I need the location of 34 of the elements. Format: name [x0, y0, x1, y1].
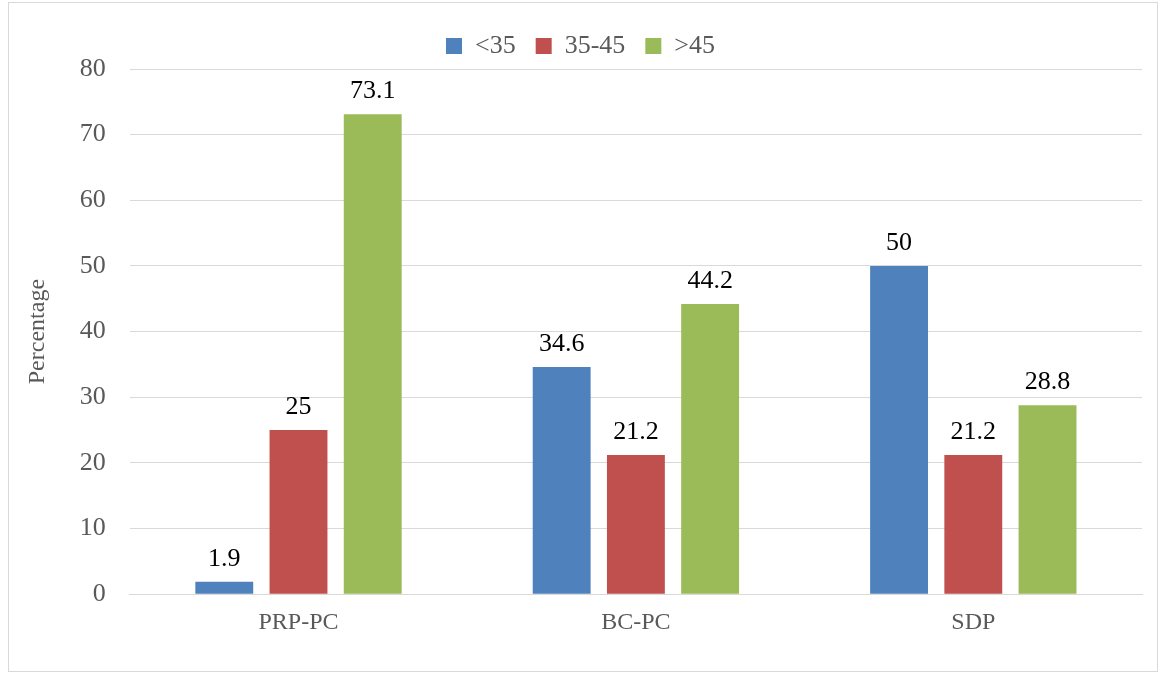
x-tick-label: BC-PC	[601, 607, 671, 634]
y-tick-label: 60	[79, 184, 106, 214]
bar	[269, 430, 328, 594]
data-label: 50	[886, 226, 913, 256]
data-label: 34.6	[538, 327, 585, 357]
data-label: 21.2	[950, 415, 997, 445]
legend-label: >45	[674, 29, 715, 59]
y-tick-label: 50	[79, 249, 106, 279]
y-tick-label: 10	[79, 512, 106, 542]
legend-label: <35	[475, 29, 516, 59]
bar	[681, 304, 740, 594]
bar	[195, 581, 254, 594]
legend-label: 35-45	[564, 29, 626, 59]
data-label: 25	[285, 390, 312, 420]
bar	[343, 114, 402, 594]
y-tick-label: 40	[79, 315, 106, 345]
data-label: 21.2	[613, 415, 659, 445]
y-tick-label: 30	[79, 381, 106, 411]
x-tick-label: SDP	[951, 607, 996, 634]
data-label: 44.2	[687, 264, 733, 294]
bar	[532, 367, 591, 594]
x-tick-label: PRP-PC	[258, 607, 339, 634]
bar	[944, 455, 1003, 594]
data-label: 1.9	[208, 542, 241, 572]
bar	[870, 265, 929, 594]
y-tick-label: 0	[92, 578, 106, 608]
y-tick-label: 70	[79, 118, 106, 148]
bar	[606, 455, 665, 594]
data-label: 73.1	[349, 75, 396, 105]
y-axis-title: Percentage	[22, 278, 49, 385]
y-tick-label: 20	[79, 446, 106, 476]
data-label: 28.8	[1024, 365, 1071, 395]
y-tick-label: 80	[79, 52, 106, 82]
bar	[1018, 405, 1077, 594]
